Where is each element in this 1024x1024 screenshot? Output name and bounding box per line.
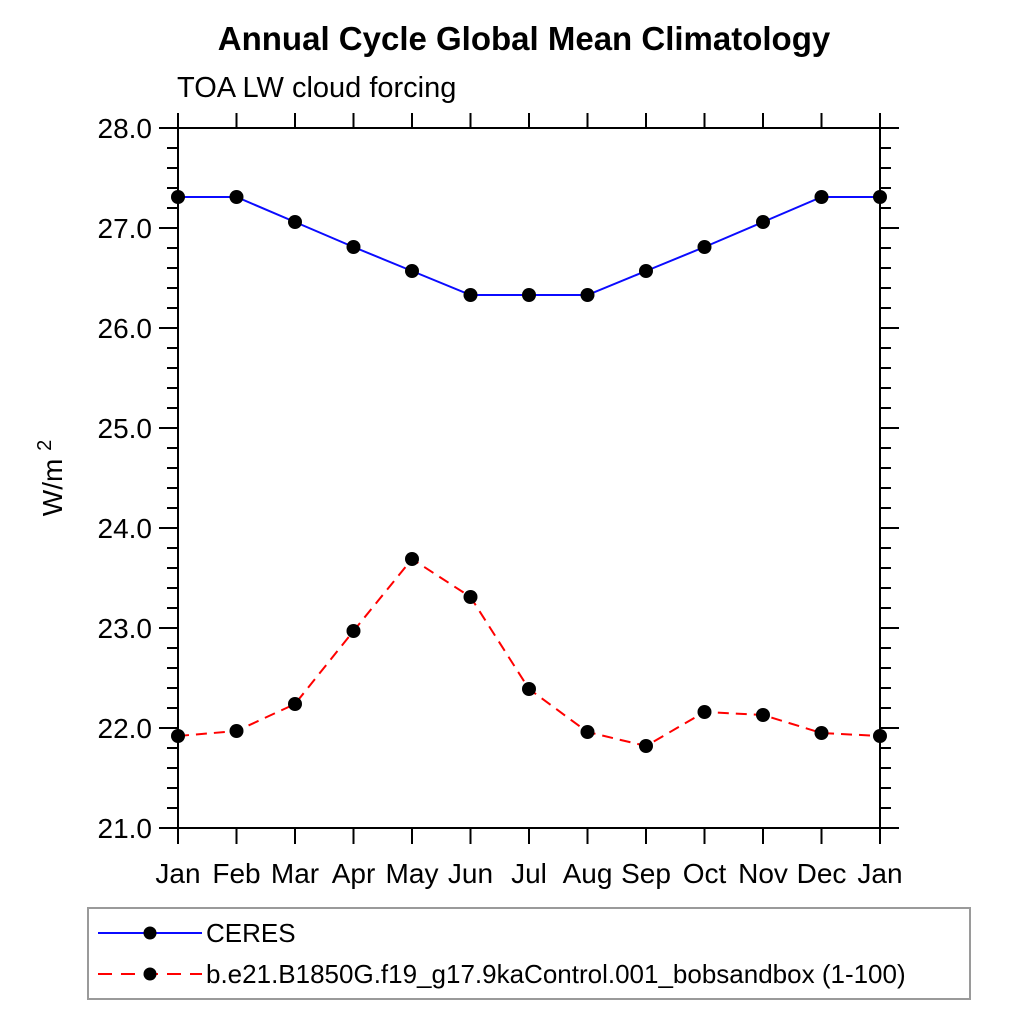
model-line-sample (98, 967, 202, 981)
y-tick-label: 26.0 (98, 313, 153, 344)
y-tick-label: 23.0 (98, 613, 153, 644)
data-point-marker (463, 288, 478, 302)
data-point-marker (756, 708, 770, 722)
data-point-marker (873, 729, 887, 743)
y-tick-label: 24.0 (98, 513, 153, 544)
data-point-marker (171, 729, 185, 743)
data-point-marker (288, 697, 302, 711)
x-tick-label: Apr (332, 858, 376, 889)
ceres-sample-marker (143, 926, 157, 940)
data-point-marker (405, 552, 419, 566)
data-point-marker (463, 590, 478, 604)
x-tick-label: Aug (563, 858, 613, 889)
data-point-marker (522, 682, 536, 696)
x-tick-label: Mar (271, 858, 319, 889)
data-series (171, 190, 887, 753)
chart-title: Annual Cycle Global Mean Climatology (217, 20, 831, 57)
data-point-marker (639, 264, 653, 278)
data-point-marker (580, 288, 595, 302)
model-sample-marker (143, 967, 157, 981)
legend-label-ceres: CERES (206, 918, 296, 948)
data-point-marker (697, 240, 712, 254)
data-point-marker (580, 725, 595, 739)
y-tick-label: 22.0 (98, 713, 153, 744)
data-point-marker (229, 724, 244, 738)
legend-row-ceres: CERES (94, 916, 969, 950)
y-tick-label: 21.0 (98, 813, 153, 844)
x-tick-label: Oct (683, 858, 727, 889)
ceres-line-sample (98, 926, 202, 940)
y-axis-title-base: W/m (37, 459, 68, 517)
x-tick-label: May (386, 858, 439, 889)
y-tick-label: 27.0 (98, 213, 153, 244)
x-tick-label: Sep (621, 858, 671, 889)
x-tick-label: Jan (857, 858, 902, 889)
data-point-marker (229, 190, 244, 204)
x-tick-label: Feb (212, 858, 260, 889)
data-point-marker (171, 190, 185, 204)
plot-frame (177, 127, 881, 829)
x-tick-label: Dec (797, 858, 847, 889)
y-axis-title: W/m 2 (34, 440, 68, 516)
x-tick-label: Jul (511, 858, 547, 889)
data-point-marker (639, 739, 653, 753)
data-point-marker (814, 726, 829, 740)
data-point-marker (405, 264, 419, 278)
data-point-marker (288, 215, 302, 229)
data-point-marker (346, 624, 361, 638)
data-point-marker (346, 240, 361, 254)
y-tick-label: 28.0 (98, 113, 153, 144)
x-tick-label: Nov (738, 858, 788, 889)
ceres-line (178, 196, 880, 296)
data-point-marker (756, 215, 770, 229)
x-tick-label: Jan (155, 858, 200, 889)
legend-row-model: b.e21.B1850G.f19_g17.9kaControl.001_bobs… (94, 957, 969, 991)
legend-label-model: b.e21.B1850G.f19_g17.9kaControl.001_bobs… (206, 959, 906, 989)
x-tick-label: Jun (448, 858, 493, 889)
legend: CERES b.e21.B1850G.f19_g17.9kaControl.00… (87, 907, 971, 1000)
y-axis-title-superscript: 2 (34, 440, 56, 451)
axis-labels: 21.0 22.0 23.0 24.0 25.0 26.0 27.0 28.0 Jan Feb Ma… (98, 113, 903, 889)
y-tick-label: 25.0 (98, 413, 153, 444)
chart-subtitle: TOA LW cloud forcing (177, 72, 457, 104)
data-point-marker (873, 190, 887, 204)
model-line (177, 557, 881, 748)
data-point-marker (697, 705, 712, 719)
axis-ticks (159, 113, 899, 844)
data-point-marker (522, 288, 536, 302)
data-point-marker (814, 190, 829, 204)
